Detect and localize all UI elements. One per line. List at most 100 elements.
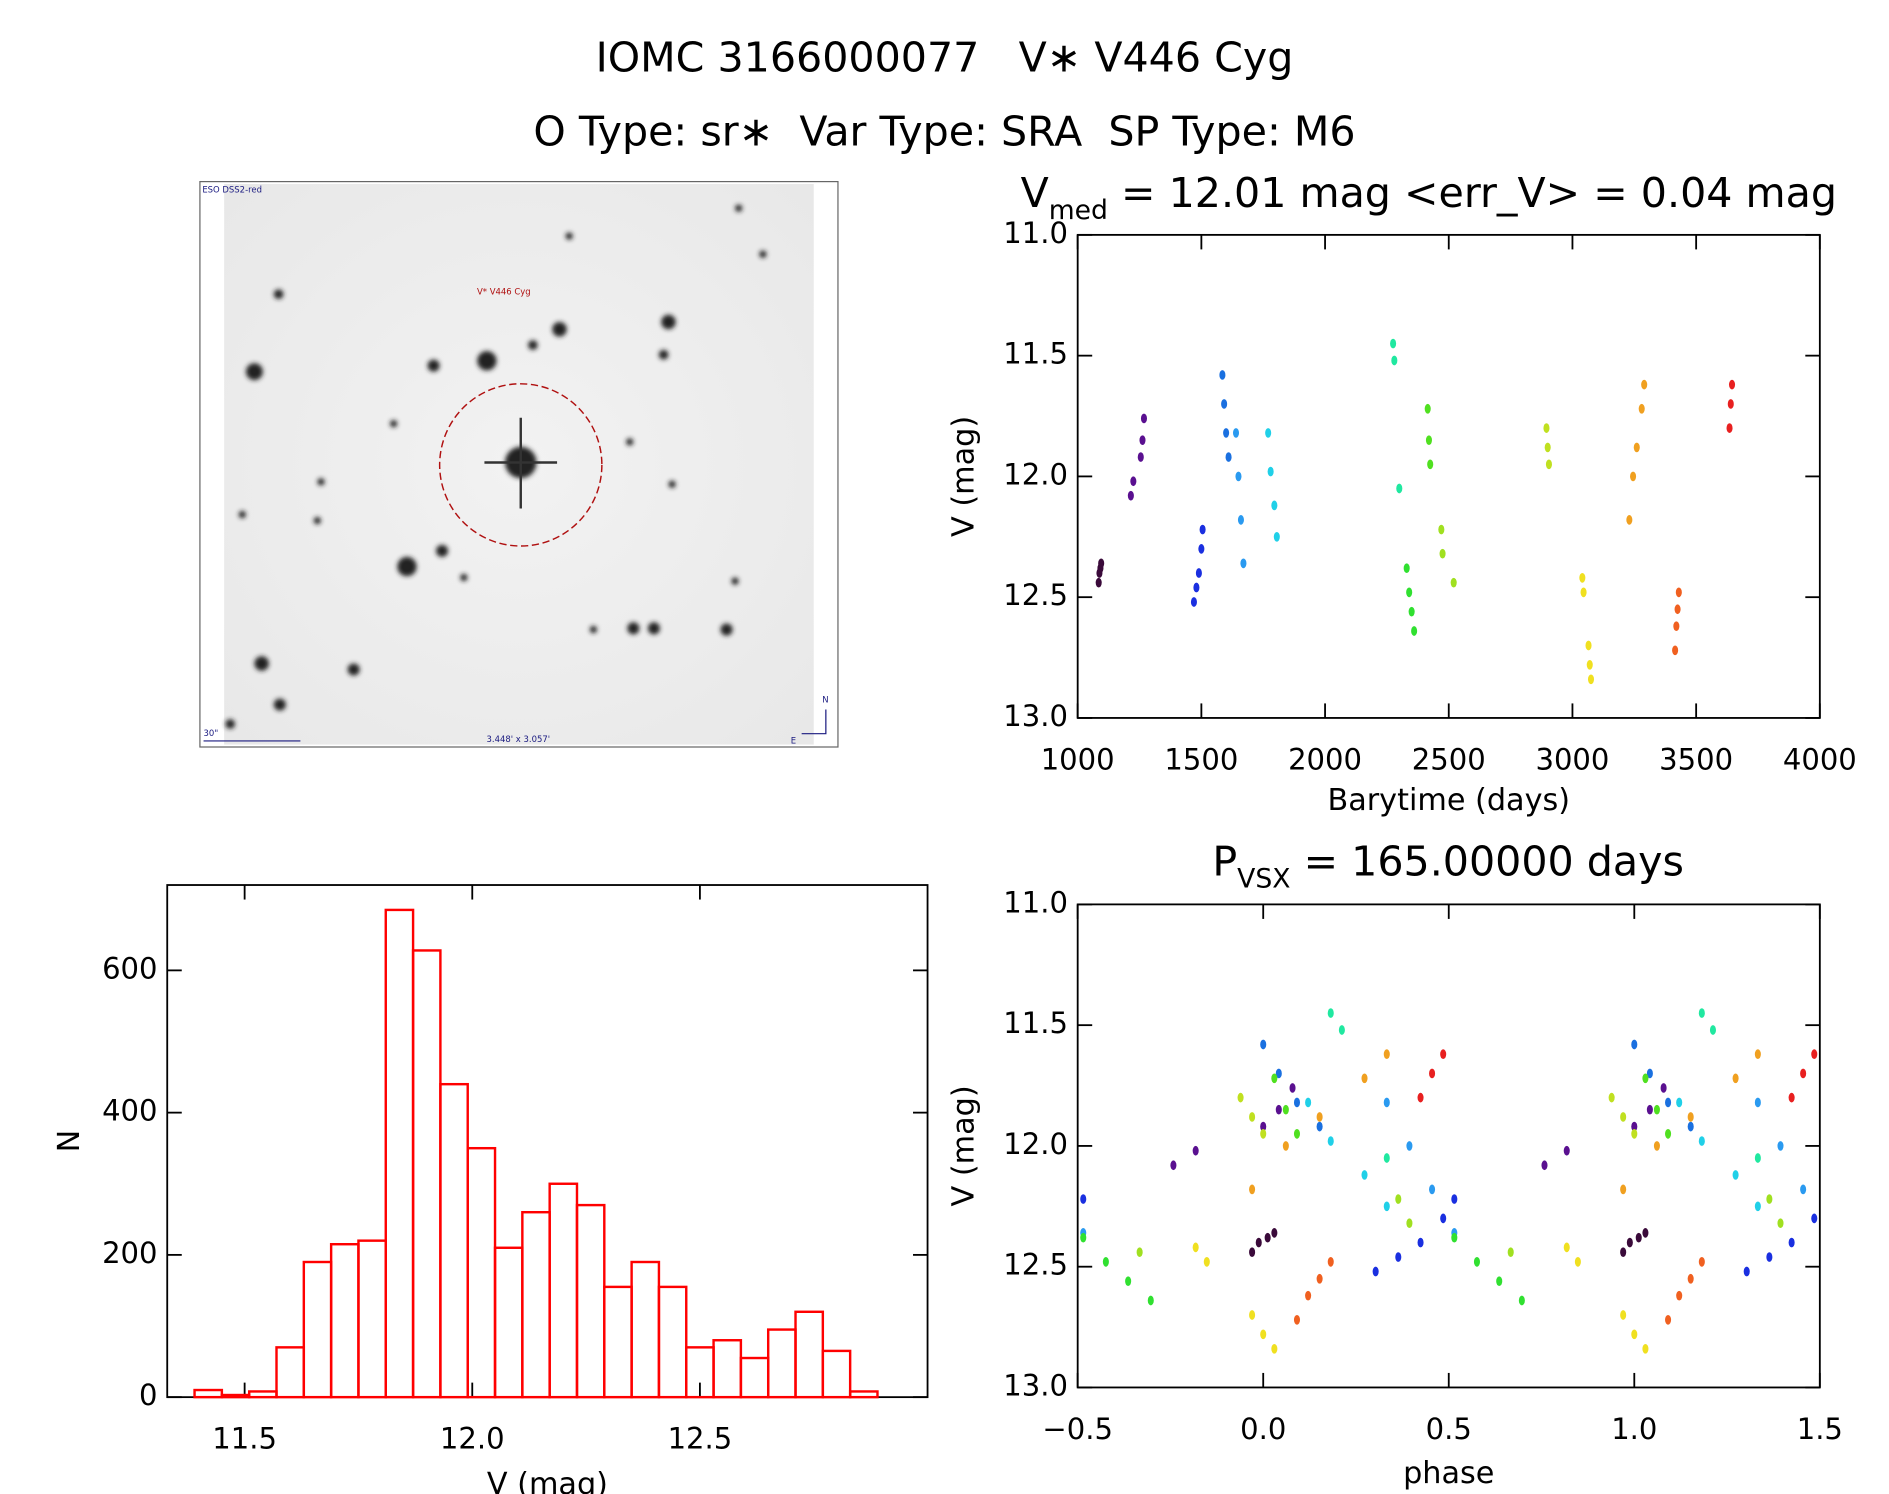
stars xyxy=(225,204,767,729)
data-point xyxy=(1406,587,1413,598)
y-tick-label: 12.0 xyxy=(1003,1127,1068,1161)
data-point xyxy=(1675,587,1682,598)
data-point xyxy=(1687,1112,1694,1122)
y-tick-label: 11.0 xyxy=(1003,885,1068,919)
histogram-bar xyxy=(794,1310,825,1399)
data-point xyxy=(1395,1252,1402,1262)
histogram-bar xyxy=(302,1260,333,1399)
data-point xyxy=(1271,1073,1278,1084)
data-point xyxy=(1267,466,1274,477)
histogram-bar xyxy=(439,1082,469,1399)
data-point xyxy=(1673,621,1680,632)
survey-label: ESO DSS2-red xyxy=(202,185,262,195)
data-point xyxy=(1237,1092,1244,1103)
x-tick-label: 3000 xyxy=(1535,743,1609,777)
x-tick-label: 2500 xyxy=(1412,743,1486,777)
figure-title: IOMC 3166000077 V∗ V446 Cyg xyxy=(596,34,1294,82)
data-point xyxy=(1579,573,1586,583)
y-tick-label: 12.0 xyxy=(1003,457,1068,491)
scale-label: 30" xyxy=(204,728,219,738)
data-point xyxy=(1327,1008,1334,1018)
histogram-bar xyxy=(712,1339,743,1399)
x-tick-label: 12.5 xyxy=(668,1422,733,1456)
title-main: P xyxy=(1212,837,1237,885)
data-point xyxy=(1130,476,1137,487)
y-tick-label: 11.5 xyxy=(1003,1006,1068,1040)
compass xyxy=(801,709,827,735)
data-point xyxy=(1438,524,1445,535)
phase-title: PVSX = 165.00000 days xyxy=(1212,837,1684,894)
x-tick-label: 0.5 xyxy=(1426,1412,1472,1446)
data-point xyxy=(1316,1121,1323,1132)
histogram-bar xyxy=(411,949,442,1399)
east-label: E xyxy=(791,735,796,745)
data-point xyxy=(1139,435,1146,446)
data-point xyxy=(1676,1097,1683,1108)
data-point xyxy=(1136,1247,1143,1258)
data-point xyxy=(1642,1073,1649,1084)
data-point xyxy=(1732,1170,1739,1180)
data-point xyxy=(1240,558,1247,569)
histogram-bar xyxy=(739,1356,770,1399)
data-point xyxy=(1676,1290,1683,1301)
data-point xyxy=(1260,1129,1267,1139)
data-point xyxy=(1273,531,1280,542)
data-point xyxy=(1544,442,1551,453)
data-point xyxy=(1271,1343,1278,1354)
histogram-bar xyxy=(521,1210,551,1399)
data-point xyxy=(1406,1141,1413,1151)
y-tick-label: 13.0 xyxy=(1003,699,1068,733)
data-point xyxy=(1102,1257,1109,1267)
data-point xyxy=(1439,548,1446,559)
y-tick-label: 600 xyxy=(102,951,157,985)
data-point xyxy=(1496,1276,1503,1287)
title-main: V xyxy=(1021,169,1049,217)
data-point xyxy=(1580,587,1587,598)
sky-image: ESO DSS2-red V* V446 Cyg 30" 3.448' x 3.… xyxy=(199,180,839,748)
data-point xyxy=(1631,1329,1638,1340)
data-point xyxy=(1574,1257,1581,1267)
data-point xyxy=(1327,1257,1334,1267)
histogram-bar xyxy=(548,1182,579,1399)
data-point xyxy=(1424,403,1431,414)
x-axis-label: phase xyxy=(1403,1456,1494,1491)
histogram-bar xyxy=(603,1285,633,1399)
data-point xyxy=(1788,1092,1795,1103)
histogram-bar xyxy=(329,1243,360,1399)
data-point xyxy=(1620,1184,1627,1195)
data-point xyxy=(1638,403,1645,414)
data-point xyxy=(1271,1228,1278,1238)
data-point xyxy=(1271,500,1278,511)
data-point xyxy=(1125,1276,1132,1287)
data-point xyxy=(1800,1068,1807,1079)
x-tick-label: 3500 xyxy=(1659,743,1733,777)
data-point xyxy=(1631,1039,1638,1050)
data-point xyxy=(1190,597,1197,607)
histogram-bar xyxy=(493,1246,524,1399)
x-tick-label: 1500 xyxy=(1164,743,1238,777)
data-point xyxy=(1361,1170,1368,1180)
data-point xyxy=(1411,626,1418,636)
data-point xyxy=(1293,1314,1301,1325)
data-point xyxy=(1642,1228,1649,1238)
data-point xyxy=(1672,645,1679,656)
target-label: V* V446 Cyg xyxy=(477,286,531,296)
data-point xyxy=(1633,442,1640,453)
histogram-bar xyxy=(220,1393,251,1399)
diffraction-spikes xyxy=(484,417,558,509)
data-point xyxy=(1800,1184,1807,1195)
data-point xyxy=(1451,1232,1458,1243)
data-point xyxy=(1260,1039,1267,1050)
data-point xyxy=(1698,1136,1705,1146)
data-point xyxy=(1395,1194,1402,1204)
data-point xyxy=(1249,1247,1256,1258)
x-tick-label: 4000 xyxy=(1783,743,1857,777)
data-point xyxy=(1507,1247,1514,1258)
data-point xyxy=(1361,1073,1368,1084)
data-point xyxy=(1665,1097,1672,1108)
data-point xyxy=(1255,1237,1262,1248)
y-tick-label: 12.5 xyxy=(1003,578,1068,612)
data-point xyxy=(1221,399,1228,409)
data-point xyxy=(1586,659,1593,670)
